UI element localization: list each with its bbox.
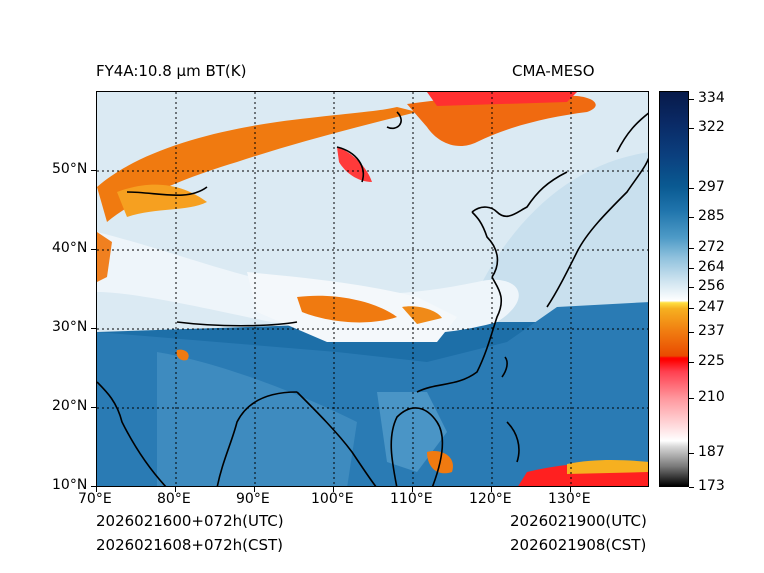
cold-cloud-east (402, 306, 442, 324)
coastline-japan (546, 157, 648, 308)
cold-cloud-edge (97, 232, 112, 282)
cold-cloud-north-2 (407, 94, 596, 147)
cold-cloud-north-1 (97, 107, 417, 222)
map-canvas (97, 92, 648, 486)
colorbar-label: 225 (698, 353, 725, 369)
model-name: CMA-MESO (512, 62, 595, 80)
x-tick-label: 90°E (236, 491, 270, 507)
coastline-sakhalin (616, 112, 648, 153)
border-north-1 (386, 111, 402, 130)
colorbar-label: 256 (698, 278, 725, 294)
cold-cell-2 (176, 349, 189, 361)
cold-cloud-southeast-edge (567, 460, 648, 474)
colorbar-label: 187 (698, 444, 725, 460)
coldest-cloud-top (427, 92, 577, 106)
satellite-map (96, 91, 649, 487)
colorbar (659, 91, 689, 487)
border-central (176, 321, 298, 327)
x-tick-label: 80°E (157, 491, 191, 507)
y-tick-label: 30°N (52, 319, 88, 335)
valid-time-cst: 2026021908(CST) (510, 536, 647, 554)
colorbar-label: 272 (698, 239, 725, 255)
colorbar-label: 322 (698, 119, 725, 135)
border-north-2 (336, 146, 364, 183)
y-tick-label: 50°N (52, 161, 88, 177)
init-time-utc: 2026021600+072h(UTC) (96, 512, 284, 530)
colorbar-label: 210 (698, 389, 725, 405)
coastline-india-west (97, 381, 167, 486)
y-tick-label: 10°N (52, 477, 88, 493)
x-tick-label: 100°E (311, 491, 354, 507)
border-north-3 (126, 186, 208, 197)
x-tick-label: 120°E (469, 491, 512, 507)
x-tick-label: 130°E (548, 491, 591, 507)
coastline-philippines (506, 421, 520, 463)
india-land (157, 352, 357, 486)
x-tick-label: 70°E (78, 491, 112, 507)
coastline-korea (471, 171, 568, 217)
colorbar-label: 297 (698, 179, 725, 195)
map-title: FY4A:10.8 µm BT(K) (96, 62, 247, 80)
colorbar-label: 247 (698, 299, 725, 315)
coastline-china-east (471, 211, 499, 278)
cold-cloud-central (297, 295, 397, 323)
coastline-india-east (216, 391, 298, 486)
colorbar-label: 264 (698, 259, 725, 275)
gridlines (97, 92, 648, 486)
colorbar-label: 173 (698, 478, 725, 494)
y-tick-label: 20°N (52, 398, 88, 414)
colorbar-label: 285 (698, 208, 725, 224)
coastline-china-south (416, 276, 502, 393)
y-tick-label: 40°N (52, 240, 88, 256)
colorbar-label: 334 (698, 90, 725, 106)
valid-time-utc: 2026021900(UTC) (510, 512, 647, 530)
coastline-taiwan (501, 356, 508, 378)
init-time-cst: 2026021608+072h(CST) (96, 536, 284, 554)
x-tick-label: 110°E (390, 491, 433, 507)
colorbar-label: 237 (698, 323, 725, 339)
